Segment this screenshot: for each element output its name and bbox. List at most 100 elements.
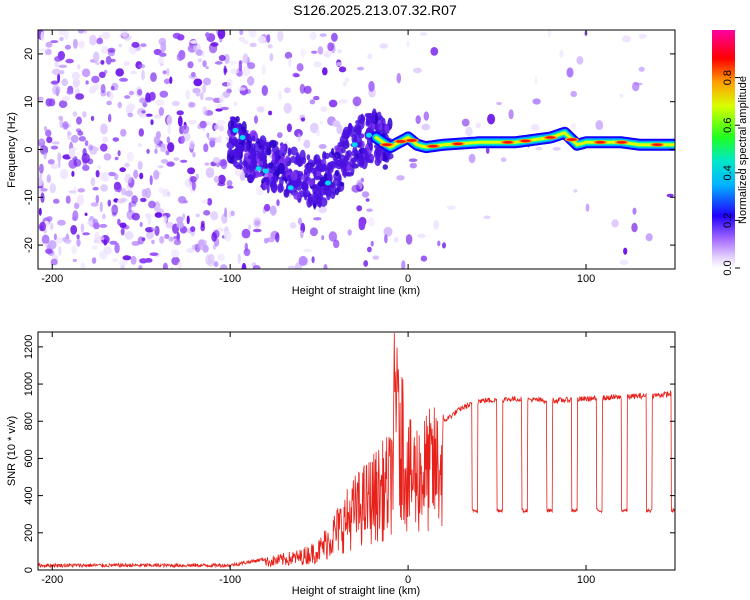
spectrogram-cell: [347, 229, 352, 236]
spectrogram-cell: [241, 262, 247, 269]
spectrogram-cell: [102, 213, 106, 220]
spectrogram-cell: [433, 220, 440, 230]
spectrogram-cell: [271, 151, 275, 164]
spectrogram-cell: [276, 199, 280, 207]
spectrogram-cell: [61, 78, 69, 87]
spectrogram-cell: [190, 71, 196, 78]
spectrogram-cell: [283, 102, 292, 114]
spectrogram-cell: [619, 259, 629, 266]
spectrogram-ylabel: Frequency (Hz): [6, 112, 18, 188]
spectrogram-cell: [173, 239, 182, 246]
spectrogram-cell: [666, 193, 674, 198]
spectrogram-cell: [103, 153, 112, 161]
y-tick: -10: [23, 189, 675, 205]
spectrogram-cell: [230, 68, 239, 75]
spectrogram-cell: [375, 112, 379, 125]
spectrogram-cell: [331, 32, 338, 42]
spectrogram-cell: [242, 40, 249, 45]
spectrogram-cell: [320, 176, 328, 183]
spectrogram-cell: [261, 153, 267, 161]
spectrogram-cell: [268, 110, 273, 116]
spectrogram-cell: [265, 178, 271, 186]
spectrogram-cell: [346, 172, 354, 177]
spectrogram-cell: [213, 175, 220, 183]
spectrogram-cell: [420, 255, 428, 262]
spectrogram-cell: [65, 239, 71, 245]
spectrogram-cell: [337, 48, 342, 54]
spectrogram-cell: [313, 61, 322, 68]
snr-frame: [37, 331, 676, 571]
spectrogram-cell: [150, 119, 154, 126]
spectrogram-cell: [141, 188, 148, 198]
spectrogram-cell: [328, 183, 334, 195]
spectrogram-cell: [123, 35, 132, 41]
spectrogram-cell: [534, 76, 538, 85]
spectrogram-cell: [384, 234, 388, 244]
spectrogram-cell: [107, 199, 112, 207]
spectrogram-cell: [249, 42, 257, 48]
spectrogram-cell: [357, 118, 365, 130]
spectrogram-cell: [159, 236, 165, 244]
spectrogram-cell: [278, 90, 282, 101]
spectrogram-cell: [611, 219, 619, 228]
spectrogram-cell: [137, 143, 142, 148]
spectrogram-cell: [273, 175, 279, 183]
y-tick-label: 800: [23, 412, 35, 430]
spectrogram-peak: [452, 142, 463, 146]
x-tick: 100: [577, 332, 595, 586]
spectrogram-cell: [185, 89, 191, 100]
spectrogram-cell: [235, 165, 244, 170]
spectrogram-cell: [306, 163, 313, 174]
spectrogram-cell: [287, 265, 296, 269]
spectrogram-cell: [442, 242, 446, 249]
y-tick-label: 0: [23, 567, 35, 573]
spectrogram-cell: [241, 121, 247, 133]
spectrogram-cell: [374, 157, 381, 167]
spectrogram-cell: [84, 212, 88, 216]
spectrogram-cell: [76, 194, 85, 206]
spectrogram-cell: [372, 255, 380, 260]
spectrogram-cell: [118, 43, 123, 48]
spectrogram-cell: [53, 233, 57, 241]
spectrogram-cell: [119, 77, 129, 82]
spectrogram-cell: [120, 228, 125, 236]
spectrogram-cell: [242, 160, 248, 167]
spectrogram-cell: [207, 198, 213, 206]
x-tick-label: 0: [405, 574, 411, 586]
spectrogram-peak: [232, 127, 239, 133]
spectrogram-cell: [253, 217, 262, 228]
snr-series-line: [38, 332, 675, 569]
spectrogram-peak: [255, 166, 262, 172]
spectrogram-cell: [298, 217, 302, 226]
spectrogram-cell: [154, 212, 163, 218]
spectrogram-cell: [242, 166, 247, 172]
spectrogram-cell: [77, 188, 86, 193]
spectrogram-cell: [276, 149, 280, 155]
spectrogram-peak: [428, 144, 438, 148]
spectrogram-cell: [337, 141, 344, 148]
spectrogram-cell: [166, 68, 170, 76]
spectrogram-cell: [318, 181, 325, 187]
spectrogram-cell: [124, 231, 134, 240]
y-tick-label: 20: [23, 48, 35, 60]
spectrogram-cell: [46, 216, 53, 222]
spectrogram-cell: [296, 178, 302, 186]
spectrogram-cell: [38, 48, 48, 52]
spectrogram-cell: [90, 115, 95, 122]
spectrogram-cell: [53, 198, 60, 204]
spectrogram-cell: [203, 210, 211, 216]
spectrogram-cell: [88, 144, 93, 151]
spectrogram-cell: [62, 96, 71, 102]
spectrogram-cell: [263, 203, 271, 212]
spectrogram-cell: [92, 218, 99, 228]
spectrogram-cell: [216, 227, 224, 232]
spectrogram-cell: [145, 230, 154, 240]
spectrogram-cell: [146, 148, 150, 154]
y-tick-label: 400: [23, 486, 35, 504]
spectrogram-cell: [295, 152, 301, 163]
spectrogram-cell: [50, 258, 58, 266]
spectrogram-cell: [130, 70, 138, 75]
spectrogram-cell: [52, 141, 60, 145]
spectrogram-cell: [277, 30, 284, 42]
y-tick: 400: [23, 486, 675, 505]
